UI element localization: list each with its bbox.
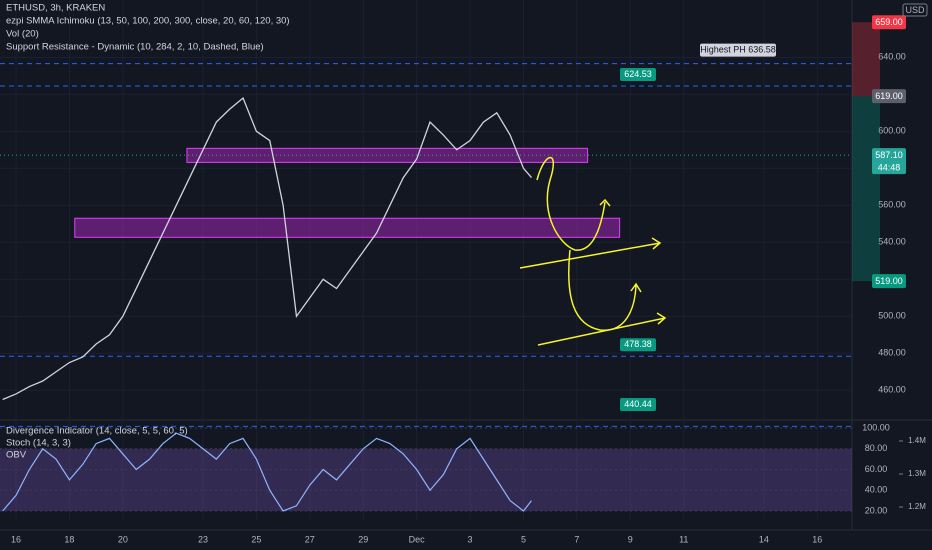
x-tick-label: 16 — [812, 534, 822, 544]
price-tag — [872, 274, 906, 289]
x-tick-label: 20 — [118, 534, 128, 544]
price-tag-label: 587.10 — [875, 150, 903, 160]
position-stop — [852, 22, 880, 97]
price-tag — [872, 15, 906, 30]
currency-box[interactable] — [902, 3, 928, 17]
y-tick-label: 500.00 — [878, 311, 906, 321]
y-tick-label: 560.00 — [878, 200, 906, 210]
drawing — [537, 312, 667, 346]
oscillator-pane: 20.00 40.00 60.00 80.00 100.00 1.2M 1.3M 1.4M — [0, 422, 926, 515]
annotation-box — [700, 43, 776, 57]
countdown-label: 44:48 — [878, 163, 901, 173]
x-tick-label: 27 — [305, 534, 315, 544]
x-tick-label: 29 — [358, 534, 368, 544]
price-line — [2, 96, 532, 401]
price-tag-label: 619.00 — [875, 91, 903, 101]
y-tick-label: 80.00 — [865, 443, 888, 453]
y2-tick-label: 1.2M — [908, 502, 926, 511]
level-tag — [620, 338, 656, 352]
y-tick-label: 600.00 — [878, 126, 906, 136]
y-tick-label: 20.00 — [865, 505, 888, 515]
level-tag — [620, 67, 656, 81]
y-tick-label: 40.00 — [865, 485, 888, 495]
indicator-label: Support Resistance - Dynamic (10, 284, 2… — [6, 42, 264, 53]
indicator-label: ezpi SMMA Ichimoku (13, 50, 100, 200, 30… — [6, 16, 290, 27]
main-pane: 460.00480.00500.00520.00540.00560.00580.… — [0, 0, 906, 544]
y-tick-label: 100.00 — [862, 422, 890, 432]
position-target — [852, 96, 880, 282]
level-tag-label: 478.38 — [624, 339, 652, 349]
symbol-title: ETHUSD, 3h, KRAKEN — [6, 3, 105, 14]
x-tick-label: 18 — [64, 534, 74, 544]
y2-tick-label: 1.4M — [908, 436, 926, 445]
y2-tick-label: 1.3M — [908, 469, 926, 478]
x-tick-label: 7 — [574, 534, 579, 544]
x-tick-label: 11 — [679, 534, 688, 544]
x-tick-label: Dec — [409, 534, 426, 544]
indicator-label: Vol (20) — [6, 29, 39, 40]
x-tick-label: 16 — [11, 534, 21, 544]
y-tick-label: 60.00 — [865, 464, 888, 474]
currency-label: USD — [905, 5, 925, 15]
price-tag — [872, 89, 906, 104]
x-tick-label: 14 — [759, 534, 769, 544]
level-tag — [620, 398, 656, 411]
price-tag — [872, 148, 906, 175]
x-tick-label: 5 — [521, 534, 526, 544]
drawing — [519, 237, 662, 269]
annotation-label: Highest PH 636.58 — [700, 45, 776, 55]
y-tick-label: 480.00 — [878, 348, 906, 358]
y-tick-label: 460.00 — [878, 385, 906, 395]
x-tick-label: 9 — [628, 534, 633, 544]
indicator-label: Stoch (14, 3, 3) — [6, 438, 71, 449]
price-tag-label: 659.00 — [875, 17, 903, 27]
y-tick-label: 640.00 — [878, 52, 906, 62]
indicator-label: Divergence Indicator (14, close, 5, 5, 6… — [6, 426, 188, 437]
drawing — [599, 198, 611, 207]
price-tag-label: 519.00 — [875, 276, 903, 286]
y-tick-label: 540.00 — [878, 237, 906, 247]
level-tag-label: 440.44 — [624, 399, 652, 409]
oscillator-band — [0, 448, 852, 511]
x-tick-label: 25 — [251, 534, 261, 544]
drawings — [519, 157, 667, 346]
support-zone — [186, 147, 589, 163]
drawing — [568, 249, 642, 331]
indicator-label: OBV — [6, 450, 27, 461]
stoch-line — [2, 432, 532, 512]
support-zone — [74, 217, 621, 238]
x-tick-label: 3 — [468, 534, 473, 544]
level-tag-label: 624.53 — [624, 69, 652, 79]
x-tick-label: 23 — [198, 534, 208, 544]
drawing — [536, 157, 606, 251]
